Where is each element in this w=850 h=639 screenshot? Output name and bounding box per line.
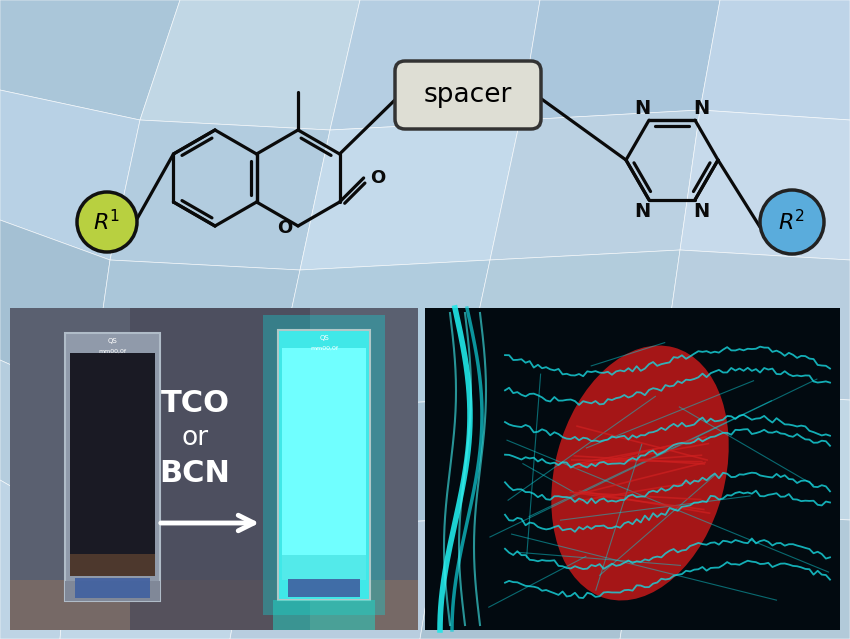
- Text: N: N: [694, 100, 710, 118]
- Polygon shape: [520, 0, 720, 120]
- Polygon shape: [300, 120, 520, 270]
- Polygon shape: [140, 0, 360, 130]
- Bar: [263, 315, 385, 615]
- Polygon shape: [0, 220, 110, 400]
- Polygon shape: [0, 0, 180, 120]
- Polygon shape: [640, 390, 850, 520]
- Circle shape: [760, 190, 824, 254]
- Circle shape: [77, 192, 137, 252]
- Polygon shape: [90, 260, 300, 410]
- Polygon shape: [620, 510, 850, 639]
- Polygon shape: [230, 520, 440, 639]
- Polygon shape: [0, 360, 90, 520]
- Polygon shape: [420, 510, 640, 639]
- FancyBboxPatch shape: [395, 61, 541, 129]
- Bar: [278, 330, 370, 600]
- Ellipse shape: [552, 346, 728, 601]
- Bar: [130, 308, 310, 630]
- Text: O: O: [370, 169, 385, 187]
- Text: QS: QS: [108, 338, 117, 344]
- Polygon shape: [660, 250, 850, 400]
- Polygon shape: [440, 390, 660, 520]
- Text: TCO: TCO: [161, 389, 230, 417]
- Polygon shape: [460, 250, 680, 400]
- Polygon shape: [700, 0, 850, 120]
- Text: QS: QS: [319, 335, 329, 341]
- Text: N: N: [694, 201, 710, 220]
- Polygon shape: [330, 0, 540, 130]
- Polygon shape: [0, 90, 140, 260]
- Text: $R^1$: $R^1$: [94, 210, 121, 235]
- Polygon shape: [110, 120, 330, 270]
- Bar: [65, 581, 160, 601]
- Bar: [70, 353, 155, 576]
- Polygon shape: [60, 520, 250, 639]
- Polygon shape: [680, 110, 850, 260]
- Bar: [288, 579, 360, 597]
- Text: mm00,0f: mm00,0f: [310, 346, 338, 351]
- Polygon shape: [0, 480, 70, 639]
- Text: BCN: BCN: [160, 459, 230, 488]
- Text: N: N: [634, 201, 650, 220]
- Bar: [70, 554, 155, 576]
- Polygon shape: [490, 110, 700, 260]
- Text: or: or: [181, 425, 208, 451]
- Bar: [10, 580, 418, 630]
- Bar: [65, 333, 160, 601]
- Bar: [282, 348, 366, 580]
- Bar: [10, 308, 418, 630]
- Text: O: O: [277, 219, 292, 237]
- Bar: [75, 578, 150, 598]
- Polygon shape: [270, 260, 490, 410]
- Text: $R^2$: $R^2$: [779, 210, 806, 235]
- Bar: [282, 555, 366, 580]
- Polygon shape: [250, 400, 460, 530]
- Text: spacer: spacer: [424, 82, 513, 108]
- Polygon shape: [70, 400, 270, 530]
- Bar: [425, 308, 840, 630]
- Text: N: N: [634, 100, 650, 118]
- Text: mm00,0f: mm00,0f: [99, 348, 127, 353]
- Bar: [273, 600, 375, 630]
